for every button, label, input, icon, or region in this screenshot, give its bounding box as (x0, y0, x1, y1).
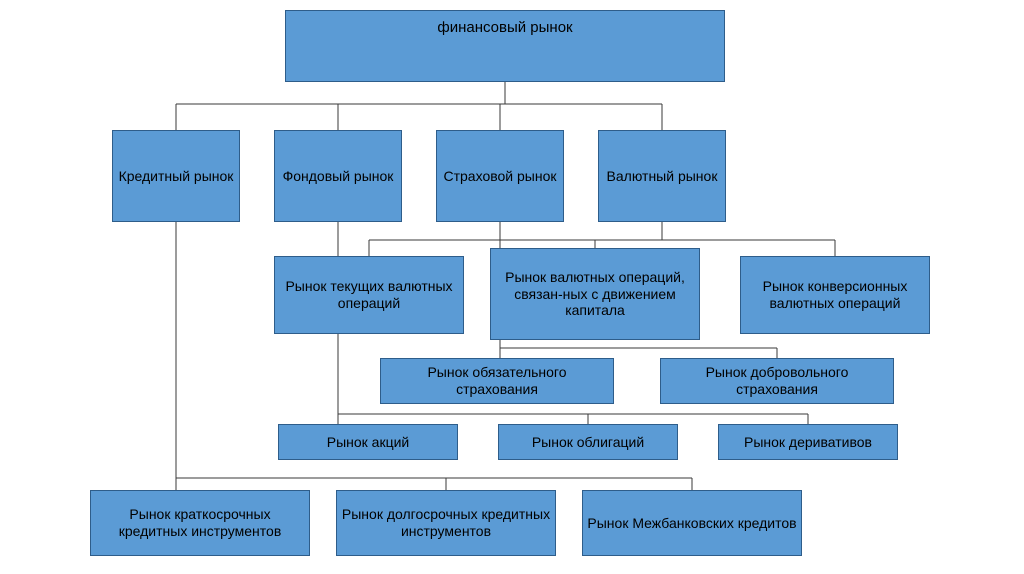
node-fx-capital: Рынок валютных операций, связан-ных с дв… (490, 248, 700, 340)
node-credit-interbank: Рынок Межбанковских кредитов (582, 490, 802, 556)
node-label: Рынок валютных операций, связан-ных с дв… (495, 269, 695, 319)
node-insure: Страховой рынок (436, 130, 564, 222)
node-fx: Валютный рынок (598, 130, 726, 222)
node-credit-short: Рынок краткосрочных кредитных инструмент… (90, 490, 310, 556)
node-stock-derivatives: Рынок деривативов (718, 424, 898, 460)
node-label: Рынок краткосрочных кредитных инструмент… (95, 506, 305, 540)
node-credit: Кредитный рынок (112, 130, 240, 222)
node-label: Рынок обязательного страхования (385, 364, 609, 398)
node-label: финансовый рынок (437, 19, 572, 37)
node-label: Рынок текущих валютных операций (279, 278, 459, 312)
node-insurance-mandatory: Рынок обязательного страхования (380, 358, 614, 404)
node-label: Рынок облигаций (532, 434, 644, 451)
node-stock-bonds: Рынок облигаций (498, 424, 678, 460)
node-credit-long: Рынок долгосрочных кредитных инструменто… (336, 490, 556, 556)
node-fx-conversion: Рынок конверсионных валютных операций (740, 256, 930, 334)
node-label: Рынок долгосрочных кредитных инструменто… (341, 506, 551, 540)
node-label: Валютный рынок (607, 168, 718, 185)
node-label: Рынок добровольного страхования (665, 364, 889, 398)
node-insurance-voluntary: Рынок добровольного страхования (660, 358, 894, 404)
node-stock: Фондовый рынок (274, 130, 402, 222)
node-label: Страховой рынок (444, 168, 557, 185)
node-label: Кредитный рынок (119, 168, 234, 185)
node-stock-shares: Рынок акций (278, 424, 458, 460)
node-label: Рынок деривативов (744, 434, 872, 451)
node-label: Фондовый рынок (283, 168, 394, 185)
node-label: Рынок Межбанковских кредитов (587, 515, 796, 532)
node-fx-current: Рынок текущих валютных операций (274, 256, 464, 334)
node-label: Рынок конверсионных валютных операций (745, 278, 925, 312)
node-root: финансовый рынок (285, 10, 725, 82)
node-label: Рынок акций (327, 434, 410, 451)
